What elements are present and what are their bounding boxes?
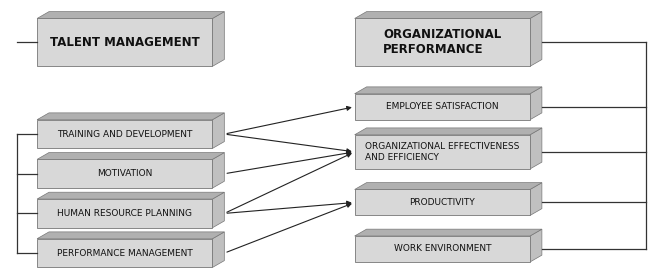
Polygon shape [530,183,542,216]
Text: HUMAN RESOURCE PLANNING: HUMAN RESOURCE PLANNING [57,209,192,218]
Polygon shape [530,87,542,120]
Polygon shape [37,12,224,18]
Polygon shape [212,113,224,148]
FancyBboxPatch shape [37,18,212,66]
Text: ORGANIZATIONAL EFFECTIVENESS
AND EFFICIENCY: ORGANIZATIONAL EFFECTIVENESS AND EFFICIE… [365,142,520,162]
FancyBboxPatch shape [37,239,212,268]
Polygon shape [530,12,542,66]
Polygon shape [355,12,542,18]
FancyBboxPatch shape [355,189,530,216]
FancyBboxPatch shape [355,18,530,66]
FancyBboxPatch shape [355,94,530,120]
Text: TRAINING AND DEVELOPMENT: TRAINING AND DEVELOPMENT [57,130,192,139]
FancyBboxPatch shape [355,236,530,262]
Text: MOTIVATION: MOTIVATION [97,169,152,178]
Polygon shape [212,12,224,66]
Text: ORGANIZATIONAL
PERFORMANCE: ORGANIZATIONAL PERFORMANCE [383,28,501,56]
FancyBboxPatch shape [37,160,212,188]
Polygon shape [212,153,224,188]
Polygon shape [355,183,542,189]
Polygon shape [37,153,224,159]
Text: WORK ENVIRONMENT: WORK ENVIRONMENT [394,244,491,254]
Polygon shape [355,229,542,236]
Text: PERFORMANCE MANAGEMENT: PERFORMANCE MANAGEMENT [57,249,193,258]
Polygon shape [530,128,542,169]
Polygon shape [530,229,542,262]
FancyBboxPatch shape [37,120,212,148]
Polygon shape [37,232,224,239]
Text: EMPLOYEE SATISFACTION: EMPLOYEE SATISFACTION [386,102,499,111]
Polygon shape [355,128,542,135]
Text: TALENT MANAGEMENT: TALENT MANAGEMENT [50,36,200,49]
Polygon shape [37,113,224,120]
Polygon shape [355,87,542,94]
Polygon shape [37,192,224,199]
Polygon shape [212,192,224,228]
Polygon shape [212,232,224,268]
FancyBboxPatch shape [37,199,212,228]
Text: PRODUCTIVITY: PRODUCTIVITY [410,198,475,207]
FancyBboxPatch shape [355,135,530,169]
